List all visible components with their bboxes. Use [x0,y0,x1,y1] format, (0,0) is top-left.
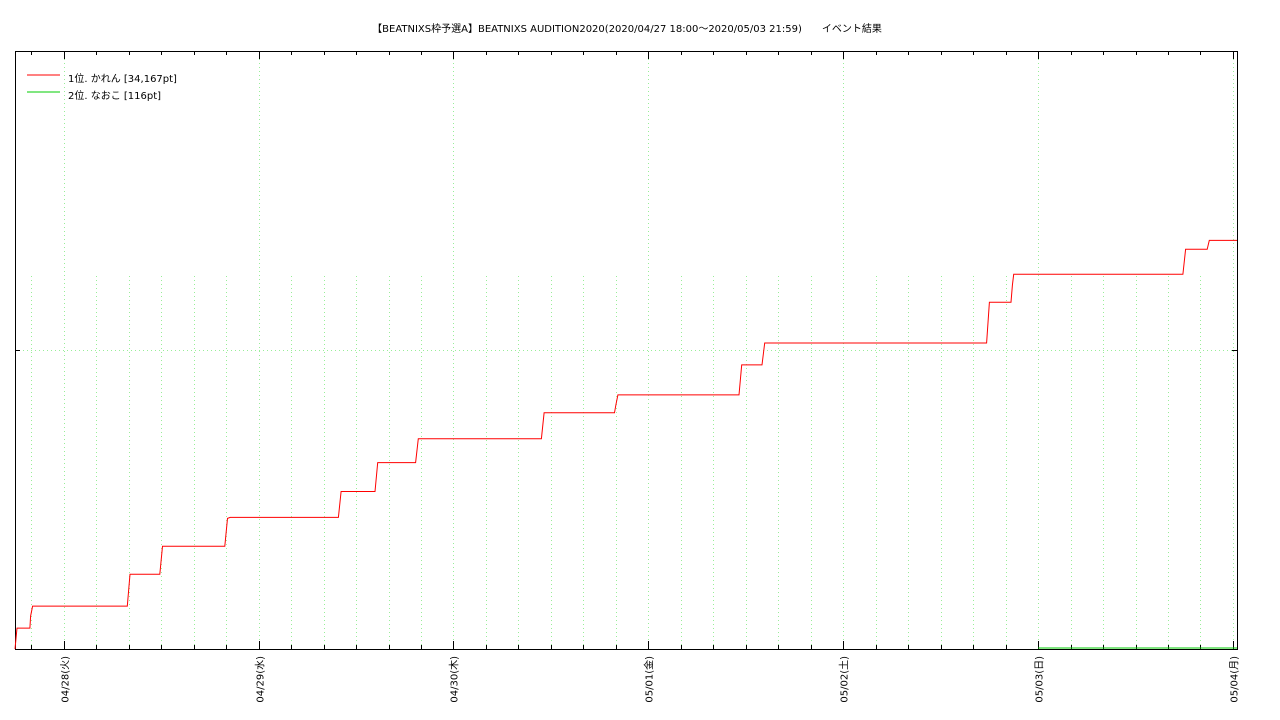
series-lines [14,239,1237,650]
plot-frame [15,51,1238,650]
x-tick-label: 05/04(月) [1229,656,1241,703]
x-tick-label: 04/29(水) [255,656,267,703]
chart-title: 【BEATNIXS枠予選A】BEATNIXS AUDITION2020(2020… [372,24,882,35]
legend-label-2: 2位. なおこ [116pt] [68,89,161,102]
x-tick-label: 04/30(木) [449,656,461,703]
x-tick-label: 05/03(日) [1035,656,1046,703]
x-tick-label: 05/01(金) [643,656,656,703]
series-line-1 [14,239,1237,650]
grid-lines [15,51,1237,649]
x-tick-label: 04/28(火) [60,656,72,703]
legend: 1位. かれん [34,167pt] 2位. なおこ [116pt] [27,72,177,102]
x-tick-label: 05/02(土) [838,656,851,703]
legend-label-1: 1位. かれん [34,167pt] [68,72,177,85]
axis-ticks: 04/28(火) 04/29(水) 04/30(木) 05/01(金) 05/02(土)… [15,51,1241,703]
